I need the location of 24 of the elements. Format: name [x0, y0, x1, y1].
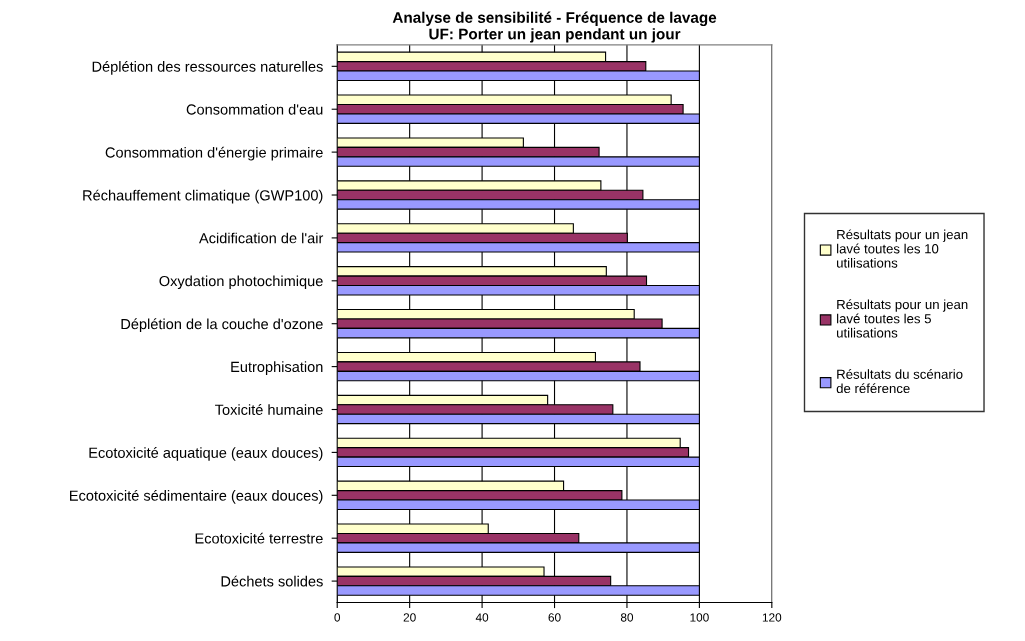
y-tick-label: Consommation d'eau	[186, 103, 323, 115]
y-tick-label: Déchets solides	[221, 575, 323, 587]
y-tick-label: Ecotoxicité sédimentaire (eaux douces)	[70, 489, 323, 504]
y-tick-label: Oxydation photochimique	[159, 275, 323, 290]
x-tick-label: 40	[475, 613, 489, 622]
x-tick-label: 0	[334, 613, 341, 622]
x-tick-label: 100	[690, 613, 709, 622]
x-tick-label: 60	[548, 613, 561, 622]
chart-title: Analyse de sensibilité - Fréquence de lavage UF: Porter un jean pendant un jour	[392, 11, 717, 43]
legend-label: Résultats pour un jean lavé toutes les 5 utilisations	[837, 299, 968, 338]
x-tick-label: 120	[762, 613, 782, 622]
x-tick-label: 20	[403, 613, 416, 622]
legend-label: Résultats du scénario de référence	[836, 369, 963, 394]
y-tick-label: Ecotoxicité terrestre	[195, 532, 323, 544]
y-tick-label: Déplétion des ressources naturelles	[92, 60, 323, 75]
y-tick-label: Réchauffement climatique (GWP100)	[83, 189, 323, 204]
y-tick-label: Consommation d'énergie primaire	[105, 146, 323, 161]
y-tick-label: Eutrophisation	[231, 361, 323, 375]
y-tick-label: Toxicité humaine	[215, 404, 323, 415]
y-tick-label: Acidification de l'air	[199, 232, 324, 244]
legend-label: Résultats pour un jean lavé toutes les 10 utilisations	[837, 229, 968, 268]
y-tick-label: Ecotoxicité aquatique (eaux douces)	[89, 447, 323, 461]
x-tick-label: 80	[620, 613, 634, 622]
y-tick-label: Déplétion de la couche d'ozone	[121, 318, 323, 333]
